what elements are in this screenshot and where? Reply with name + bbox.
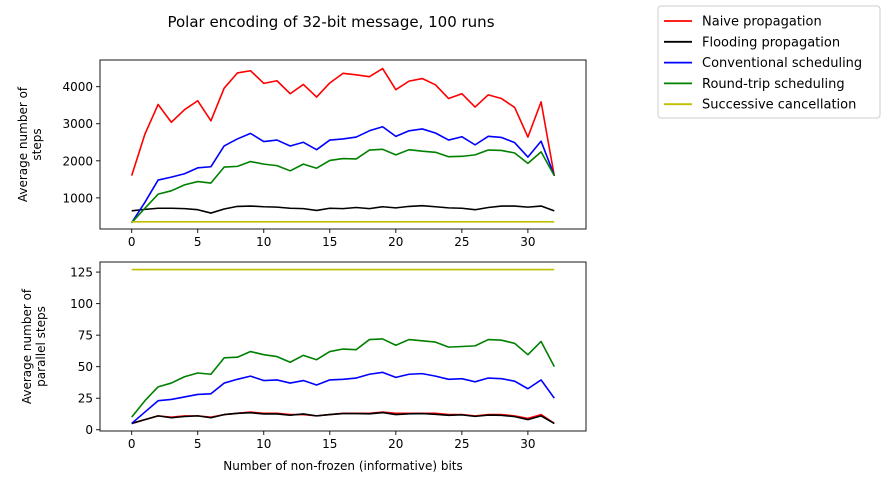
series-line-2 bbox=[131, 411, 555, 425]
x-tick-label: 20 bbox=[388, 437, 403, 451]
y-axis-label: Average number ofsteps bbox=[16, 86, 44, 202]
legend-entry: Successive cancellation bbox=[664, 98, 856, 113]
x-tick-label: 15 bbox=[322, 437, 337, 451]
y-tick-label: 100 bbox=[70, 297, 93, 311]
axes-frame bbox=[99, 261, 587, 432]
series-line-3 bbox=[131, 125, 556, 224]
x-tick-label: 30 bbox=[520, 437, 535, 451]
legend-entry: Conventional scheduling bbox=[664, 56, 862, 71]
y-tick-label: 75 bbox=[78, 329, 93, 343]
x-tick-label: 20 bbox=[388, 235, 403, 249]
x-tick-label: 25 bbox=[454, 235, 469, 249]
y-tick-label: 2000 bbox=[62, 154, 93, 168]
figure-title: Polar encoding of 32-bit message, 100 ru… bbox=[167, 13, 494, 31]
y-tick-label: 50 bbox=[78, 360, 93, 374]
legend-label: Successive cancellation bbox=[702, 98, 856, 113]
legend-entry: Flooding propagation bbox=[664, 35, 840, 50]
x-tick-label: 15 bbox=[322, 235, 337, 249]
x-tick-label: 0 bbox=[128, 437, 136, 451]
legend-label: Naive propagation bbox=[702, 15, 822, 30]
series-line-3 bbox=[131, 371, 555, 425]
subplot-1: 0 5 10 15 20 25 30 1000 2000 3000 4000 Average numb… bbox=[16, 59, 587, 249]
x-tick-label: 5 bbox=[194, 437, 202, 451]
y-tick-label: 0 bbox=[85, 423, 93, 437]
series-line-2 bbox=[131, 204, 555, 214]
x-axis-label: Number of non-frozen (informative) bits bbox=[223, 459, 463, 473]
series-line-1 bbox=[130, 67, 556, 177]
x-tick-label: 25 bbox=[454, 437, 469, 451]
legend-entry: Naive propagation bbox=[664, 15, 822, 30]
x-tick-label: 0 bbox=[128, 235, 136, 249]
legend-box bbox=[657, 5, 881, 119]
y-tick-label: 3000 bbox=[62, 117, 93, 131]
y-axis-label: Average number ofparallel steps bbox=[20, 288, 48, 404]
subplot-2: 0 5 10 15 20 25 30 0 25 50 75 100 125 Average number … bbox=[20, 261, 587, 473]
legend-entry: Round-trip scheduling bbox=[664, 77, 845, 92]
legend: Naive propagation Flooding propagation Con… bbox=[657, 5, 881, 119]
legend-label: Round-trip scheduling bbox=[702, 77, 845, 92]
y-tick-label: 1000 bbox=[62, 191, 93, 205]
y-tick-label: 25 bbox=[78, 392, 93, 406]
x-tick-label: 10 bbox=[256, 437, 271, 451]
x-tick-label: 10 bbox=[256, 235, 271, 249]
series-line-4 bbox=[131, 148, 555, 224]
series-line-4 bbox=[131, 338, 556, 418]
x-tick-label: 5 bbox=[194, 235, 202, 249]
y-tick-label: 125 bbox=[70, 266, 93, 280]
legend-label: Conventional scheduling bbox=[702, 56, 862, 71]
axes-frame bbox=[99, 59, 587, 230]
legend-label: Flooding propagation bbox=[702, 35, 840, 50]
y-tick-label: 4000 bbox=[62, 80, 93, 94]
x-tick-label: 30 bbox=[520, 235, 535, 249]
